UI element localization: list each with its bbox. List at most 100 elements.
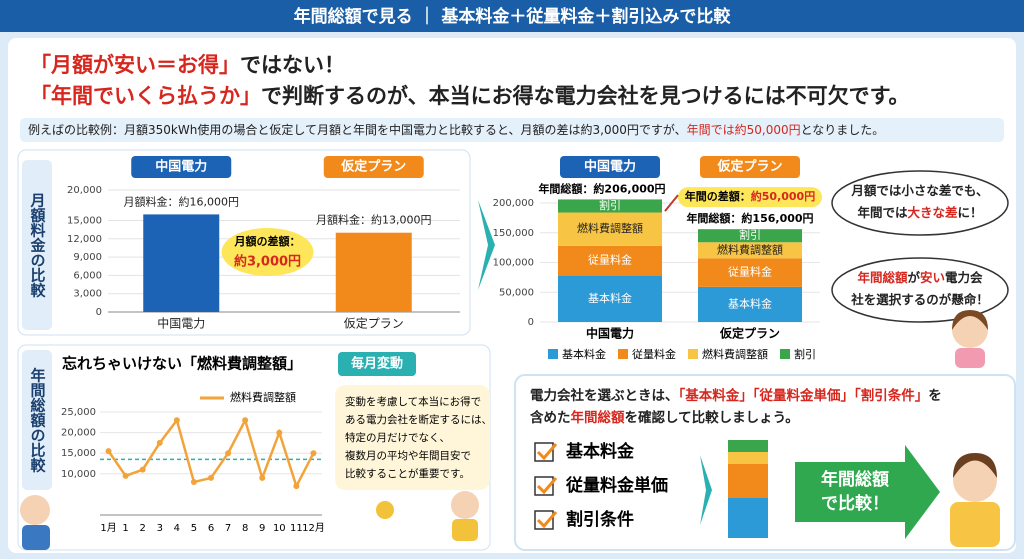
person-hair <box>952 310 988 330</box>
example-box <box>20 118 1004 142</box>
value-label: 月額料金：約16,000円 <box>124 194 240 208</box>
header-title: 年間総額で見る ｜ 基本料金＋従量料金＋割引込みで比較 <box>294 6 732 27</box>
text-part: 年間では <box>857 205 908 220</box>
annotation: 月額の差額： <box>234 234 301 248</box>
x-tick-label: 12月 <box>302 522 325 534</box>
point <box>156 439 163 446</box>
person <box>952 312 988 348</box>
point <box>122 472 129 479</box>
bubble <box>831 257 1009 323</box>
summary-text: 電力会社を選ぶときは、「基本料金」「従量料金単価」「割引条件」を <box>530 387 942 404</box>
note-text: 変動を考慮して本当にお得で <box>345 395 481 408</box>
y-tick-label: 9,000 <box>73 252 102 263</box>
segment-label: 燃料費調整額 <box>717 242 783 256</box>
note-text: ある電力会社を断定するには、 <box>345 413 492 426</box>
person <box>451 491 479 519</box>
point <box>259 474 266 481</box>
note-text: 複数月の平均や年間目安で <box>345 449 471 462</box>
segment-label: 割引 <box>599 198 621 212</box>
segment-label: 従量料金 <box>728 265 772 279</box>
point <box>173 417 180 424</box>
note-box <box>335 385 490 490</box>
checkbox <box>534 510 554 530</box>
note-text: 特定の月だけでなく、 <box>345 431 450 444</box>
x-tick-label: 6 <box>208 523 214 534</box>
value-label: 月額料金：約13,000円 <box>316 213 432 227</box>
chevron <box>478 200 495 290</box>
text-part: 「基本料金」「従量料金単価」「割引条件」 <box>679 387 929 404</box>
segment-label: 割引 <box>739 228 761 242</box>
arrow-label: 年間総額 <box>821 469 889 490</box>
checklist-item: 割引条件 <box>566 509 634 530</box>
summary-text: 含めた年間総額を確認して比較しましょう。 <box>530 409 799 426</box>
text-part: 年間総額 <box>571 409 625 426</box>
point <box>208 474 214 481</box>
legend-label: 従量料金 <box>632 347 676 361</box>
header-bar <box>0 0 1024 32</box>
x-tick-label: 9 <box>259 523 265 534</box>
plan-label-box <box>700 156 800 178</box>
x-tick-label: 1 <box>122 523 128 534</box>
headline: 「年間でいくら払うか」で判断するのが、本当にお得な電力会社を見つけるには不可欠で… <box>30 84 909 108</box>
bar-segment <box>698 286 802 322</box>
icon-segment <box>728 464 768 498</box>
x-tick-label: 10 <box>273 523 286 534</box>
side-label-box <box>22 160 52 330</box>
point <box>293 483 300 490</box>
y-tick-label: 150,000 <box>493 228 534 239</box>
y-tick-label: 0 <box>96 307 102 318</box>
text-part: 「年間でいくら払うか」 <box>30 84 261 108</box>
bar-segment <box>558 275 662 322</box>
checkbox <box>534 476 554 496</box>
checklist-item: 従量料金単価 <box>565 475 668 496</box>
plan-label: 中国電力 <box>584 159 636 175</box>
bubble-text: 月額では小さな差でも、 <box>850 183 988 198</box>
plan-label-box <box>560 156 660 178</box>
text-part: 年間では約50,000円 <box>687 122 801 137</box>
y-tick-label: 20,000 <box>61 428 96 439</box>
text-part: 社を選択するのが懸命！ <box>850 292 989 307</box>
total-label: 年間総額：約206,000円 <box>538 181 665 195</box>
bar-segment <box>698 242 802 259</box>
bar-segment <box>558 245 662 276</box>
x-tick-label: 仮定プラン <box>344 316 404 331</box>
y-tick-label: 6,000 <box>73 270 102 281</box>
y-tick-label: 20,000 <box>67 185 102 196</box>
text-part: を確認して比較しましょう。 <box>625 409 799 426</box>
y-tick-label: 50,000 <box>499 287 534 298</box>
segment-label: 従量料金 <box>588 253 632 267</box>
segment-label: 基本料金 <box>588 291 632 305</box>
y-tick-label: 12,000 <box>67 234 102 245</box>
text-part: に！ <box>958 205 983 220</box>
point <box>190 479 197 486</box>
headline: 「月額が安い＝お得」ではない！ <box>30 53 345 77</box>
y-tick-label: 15,000 <box>61 448 96 459</box>
plan-label: 仮定プラン <box>340 159 406 175</box>
legend-label: 燃料費調整額 <box>702 347 768 361</box>
coin-icon <box>376 501 394 519</box>
person <box>953 458 997 502</box>
person-body <box>950 502 1000 547</box>
text-part: ではない！ <box>240 53 345 77</box>
legend-swatch <box>780 349 790 359</box>
y-tick-label: 100,000 <box>493 258 534 269</box>
text-part: 約50,000円 <box>751 189 815 203</box>
person-body <box>452 519 478 541</box>
point <box>105 448 112 455</box>
text-part: で判断するのが、本当にお得な電力会社を見つけるには不可欠です。 <box>261 84 909 108</box>
text-part: 年間総額 <box>857 270 908 285</box>
point <box>276 429 283 436</box>
y-tick-label: 0 <box>528 317 534 328</box>
bubble-text: 社を選択するのが懸命！ <box>850 292 989 307</box>
bar <box>335 232 412 312</box>
difference-label: 年間の差額：約50,000円 <box>685 189 815 203</box>
legend-label: 基本料金 <box>562 347 606 361</box>
text-part: 電力会社を選ぶときは、 <box>530 387 679 404</box>
bar-segment <box>558 199 662 213</box>
badge <box>338 352 416 376</box>
checkbox <box>534 442 554 462</box>
bar-segment <box>698 229 802 243</box>
text-part: 例えばの比較例：月額350kWh使用の場合と仮定して月額と年間を中国電力と比較す… <box>28 122 687 137</box>
person-body <box>955 348 985 368</box>
